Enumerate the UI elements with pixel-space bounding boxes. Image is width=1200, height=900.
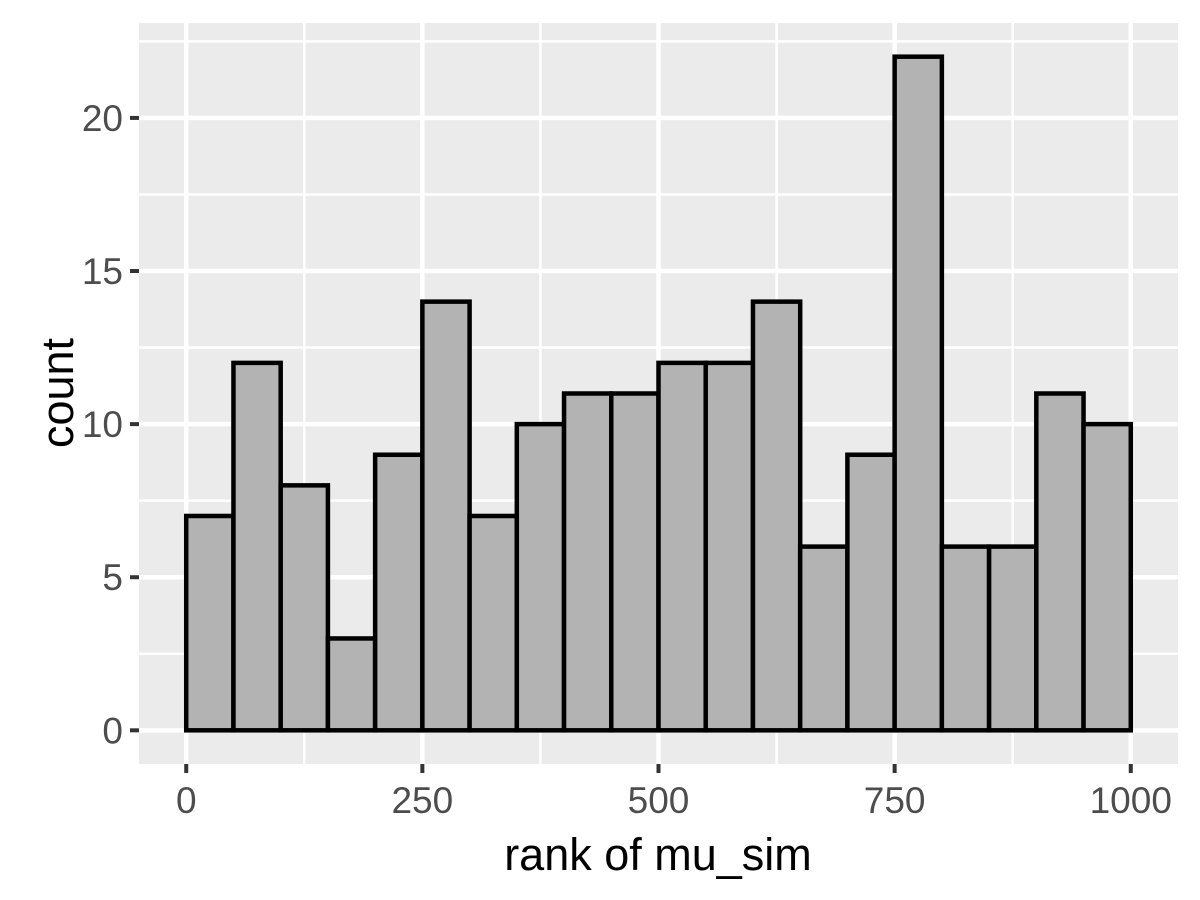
histogram-bar [609,391,661,733]
x-tick-label: 0 [176,780,197,821]
histogram-bar [892,54,945,733]
y-tick-label: 20 [82,98,123,139]
x-axis-title: rank of mu_sim [504,829,812,880]
histogram-bar [1034,391,1086,733]
histogram-bar [514,421,567,733]
x-tick-label: 500 [628,780,690,821]
histogram-bar [750,299,803,733]
y-tick-label: 15 [82,251,123,292]
y-tick-label: 10 [82,404,123,445]
histogram-bar [797,544,850,733]
histogram-bar [325,636,378,733]
axis-ticks-layer [130,115,1133,773]
histogram-bars-layer [183,54,1134,733]
y-axis-title: count [32,337,83,448]
histogram-bar [1081,421,1134,733]
histogram-bar [845,452,897,733]
x-tick-label: 750 [864,780,926,821]
histogram-bar [656,360,708,733]
x-tick-label: 1000 [1090,780,1172,821]
histogram-bar [703,360,756,733]
histogram-bar [231,360,283,733]
histogram-bar [372,452,425,733]
y-tick-label: 5 [102,557,123,598]
x-tick-label: 250 [391,780,453,821]
histogram-bar [939,544,992,733]
y-tick-label: 0 [102,710,123,751]
histogram-bar [278,483,331,733]
histogram-bar [183,513,236,733]
histogram-bar [420,299,472,733]
histogram-bar [561,391,614,733]
histogram-bar [986,544,1039,733]
axis-tick-labels-layer: 0 5 10 15 20 0 250 500 750 1000 [82,98,1172,821]
histogram-bar [467,513,520,733]
